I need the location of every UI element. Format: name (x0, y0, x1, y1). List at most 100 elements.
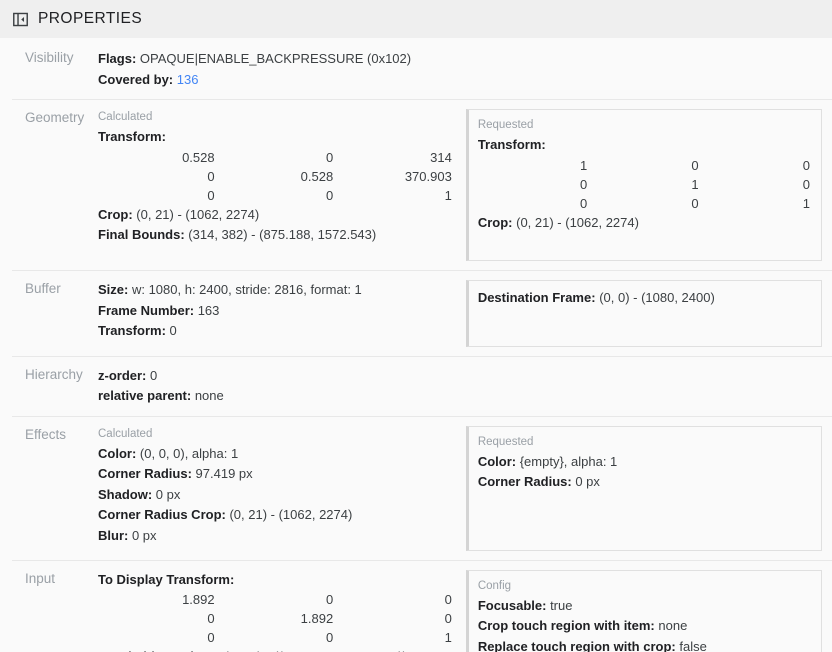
corner-radius-key-text: Corner Radius: (98, 466, 192, 481)
matrix-row: 0 0 1 (98, 628, 454, 647)
section-label-buffer: Buffer (25, 281, 61, 296)
matrix-cell: 0 (579, 176, 588, 192)
transform-value-text: 0 (169, 323, 177, 338)
section-input: Input To Display Transform: 1.892 0 0 0 … (12, 559, 832, 652)
geometry-requested-matrix: 1 0 0 0 1 0 0 0 1 (478, 156, 812, 213)
crop-value-text: (0, 21) - (1062, 2274) (136, 206, 260, 222)
matrix-cell: 370.903 (404, 168, 452, 184)
size-key-text: Size: (98, 282, 129, 297)
buffer-destination-frame-group: Destination Frame: (0, 0) - (1080, 2400) (465, 280, 822, 347)
matrix-cell: 0 (207, 611, 215, 626)
matrix-cell: 1 (444, 630, 452, 645)
matrix-cell: 0 (325, 149, 334, 165)
corner-radius-value-text: 97.419 px (195, 466, 253, 481)
matrix-cell: 0 (207, 630, 215, 645)
section-label-visibility: Visibility (25, 50, 74, 65)
matrix-cell: 1.892 (300, 611, 334, 626)
to-display-transform-key-text: To Display Transform: (98, 571, 235, 587)
calculated-label: Calculated (98, 427, 153, 440)
matrix-cell: 1 (444, 187, 452, 203)
property-transform-key: Transform: (478, 135, 812, 156)
blur-value-text: 0 px (131, 527, 157, 543)
focusable-key-text: Focusable: (477, 597, 547, 613)
section-visibility: Visibility Flags: OPAQUE|ENABLE_BACKPRES… (12, 38, 832, 99)
covered-by-link[interactable]: 136 (176, 71, 199, 87)
property-transform: Transform: 0 (98, 321, 454, 342)
matrix-cell: 0 (207, 187, 215, 203)
properties-body: Visibility Flags: OPAQUE|ENABLE_BACKPRES… (0, 38, 832, 652)
property-to-display-transform: To Display Transform: (98, 570, 454, 591)
section-geometry: Geometry Calculated Transform: 0.528 0 3… (12, 99, 832, 270)
corner-radius-value-text: 0 px (575, 474, 600, 489)
final-bounds-value-text: (314, 382) - (875.188, 1572.543) (188, 227, 377, 242)
shadow-value-text: 0 px (155, 486, 181, 502)
property-blur: Blur: 0 px (98, 526, 454, 547)
effects-requested-group: Requested Color: {empty}, alpha: 1 Corne… (465, 425, 822, 551)
property-crop-touch-region: Crop touch region with item: none (478, 616, 812, 637)
zorder-value-text: 0 (150, 367, 158, 383)
matrix-row: 0 0 1 (478, 194, 812, 213)
section-label-input: Input (25, 570, 56, 586)
config-label: Config (477, 579, 512, 592)
property-covered-by-key: Covered by: (98, 71, 174, 87)
section-label-geometry: Geometry (25, 110, 85, 125)
matrix-cell: 0 (444, 592, 452, 607)
effects-calculated-group: Calculated Color: (0, 0, 0), alpha: 1 Co… (98, 426, 454, 551)
matrix-cell: 0 (802, 157, 810, 173)
matrix-cell: 0 (802, 176, 810, 192)
matrix-cell: 0 (325, 592, 334, 607)
property-relative-parent: relative parent: none (98, 386, 822, 407)
property-shadow: Shadow: 0 px (98, 485, 454, 506)
property-color: Color: {empty}, alpha: 1 (478, 452, 812, 473)
crop-value-text: (0, 21) - (1062, 2274) (516, 214, 639, 230)
properties-panel-header: PROPERTIES (0, 0, 832, 38)
matrix-cell: 0 (691, 195, 699, 211)
size-value-text: w: 1080, h: 2400, stride: 2816, format: … (131, 282, 362, 297)
color-key-text: Color: (477, 453, 517, 469)
matrix-cell: 1 (579, 157, 588, 173)
matrix-row: 1 0 0 (478, 156, 812, 175)
crop-touch-region-value-text: none (658, 618, 688, 633)
geometry-requested-group: Requested Transform: 1 0 0 0 1 0 (465, 109, 822, 261)
matrix-cell: 0.528 (182, 149, 215, 165)
property-corner-radius: Corner Radius: 0 px (478, 472, 812, 493)
section-label-effects: Effects (25, 426, 67, 442)
matrix-row: 0 1.892 0 (98, 609, 454, 628)
property-covered-by: Covered by: 136 (98, 70, 822, 91)
requested-label: Requested (477, 435, 534, 448)
blur-key-text: Blur: (98, 527, 129, 543)
property-flags: Flags: OPAQUE|ENABLE_BACKPRESSURE (0x102… (98, 49, 822, 70)
color-key-text: Color: (98, 445, 137, 461)
property-touchable-region: Touchable Region: SkRegion((314, 382, 87… (98, 647, 454, 652)
matrix-row: 0 1 0 (478, 175, 812, 194)
corner-radius-crop-value-text: (0, 21) - (1062, 2274) (229, 507, 353, 522)
relative-parent-key-text: relative parent: (98, 388, 192, 403)
geometry-calculated-group: Calculated Transform: 0.528 0 314 0 0.52… (98, 109, 454, 261)
corner-radius-crop-key-text: Corner Radius Crop: (98, 507, 226, 522)
replace-touch-region-key-text: Replace touch region with crop: (477, 638, 676, 652)
matrix-cell: 0 (325, 630, 334, 645)
input-config-group: Config Focusable: true Crop touch region… (465, 569, 822, 652)
property-crop: Crop: (0, 21) - (1062, 2274) (478, 213, 812, 234)
collapse-panel-icon[interactable] (12, 11, 29, 28)
transform-key-text: Transform: (98, 323, 166, 338)
calculated-label: Calculated (98, 111, 153, 123)
shadow-key-text: Shadow: (98, 486, 153, 502)
property-size: Size: w: 1080, h: 2400, stride: 2816, fo… (98, 280, 454, 301)
section-effects: Effects Calculated Color: (0, 0, 0), alp… (12, 415, 832, 560)
matrix-row: 1.892 0 0 (98, 590, 454, 609)
crop-touch-region-key-text: Crop touch region with item: (477, 618, 655, 633)
property-final-bounds: Final Bounds: (314, 382) - (875.188, 157… (98, 225, 454, 246)
property-crop: Crop: (0, 21) - (1062, 2274) (98, 205, 454, 226)
matrix-cell: 314 (430, 149, 452, 165)
section-hierarchy: Hierarchy z-order: 0 relative parent: no… (12, 355, 832, 416)
focusable-value-text: true (550, 597, 573, 613)
geometry-calculated-matrix: 0.528 0 314 0 0.528 370.903 0 0 1 (98, 148, 454, 205)
input-transform-group: To Display Transform: 1.892 0 0 0 1.892 … (98, 570, 454, 652)
destination-frame-value-text: (0, 0) - (1080, 2400) (599, 290, 715, 305)
relative-parent-value-text: none (194, 388, 224, 403)
final-bounds-key-text: Final Bounds: (98, 227, 185, 242)
property-frame-number: Frame Number: 163 (98, 301, 454, 322)
matrix-cell: 0 (579, 195, 588, 211)
property-corner-radius-crop: Corner Radius Crop: (0, 21) - (1062, 227… (98, 505, 454, 526)
